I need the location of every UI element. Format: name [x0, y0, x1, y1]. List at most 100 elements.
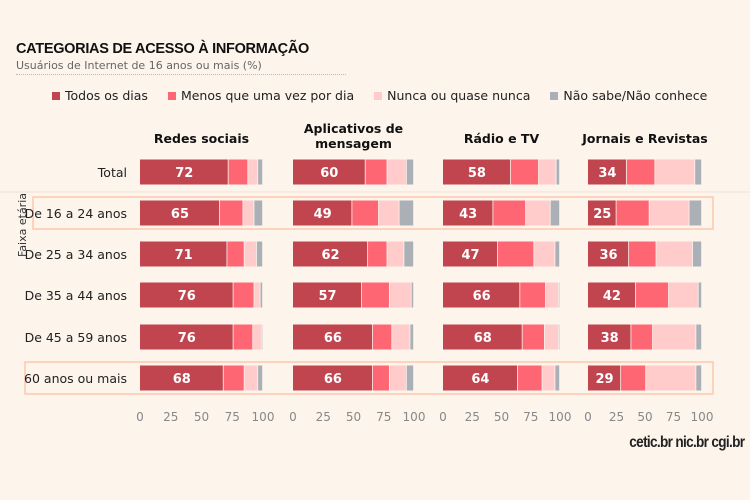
bar-segment — [368, 241, 387, 267]
x-tick-label: 75 — [376, 410, 391, 424]
bar-segment — [140, 159, 228, 185]
bar-segment — [361, 282, 389, 308]
data-label: 65 — [171, 207, 189, 222]
row-label: De 25 a 34 anos — [25, 247, 127, 262]
panel-title: mensagem — [315, 136, 392, 151]
bar-segment — [244, 365, 258, 391]
x-tick-label: 0 — [584, 410, 592, 424]
data-label: 36 — [599, 248, 617, 263]
bar-segment — [443, 282, 520, 308]
bar-segment — [227, 241, 244, 267]
bar-segment — [538, 159, 556, 185]
bar-segment — [228, 159, 248, 185]
row-label: De 45 a 59 anos — [25, 330, 127, 345]
x-tick-label: 0 — [289, 410, 297, 424]
bar-segment — [545, 282, 559, 308]
bar-segment — [140, 200, 220, 226]
panel-title: Aplicativos de — [304, 121, 403, 136]
bar-segment — [629, 241, 656, 267]
bar-segment — [497, 241, 534, 267]
x-tick-label: 25 — [609, 410, 624, 424]
x-tick-label: 75 — [666, 410, 681, 424]
bar-segment — [534, 241, 555, 267]
data-label: 71 — [175, 248, 193, 263]
bar-segment — [293, 241, 368, 267]
chart-subtitle: Usuários de Internet de 16 anos ou mais … — [16, 59, 262, 72]
x-tick-label: 0 — [439, 410, 447, 424]
row-label: De 16 a 24 anos — [25, 206, 127, 221]
x-tick-label: 100 — [549, 410, 572, 424]
bar-segment — [696, 365, 702, 391]
bar-segment — [656, 241, 693, 267]
bar-segment — [365, 159, 387, 185]
panel-title: Jornais e Revistas — [581, 131, 707, 146]
bar-segment — [588, 241, 629, 267]
row-group-label: Faixa etária — [16, 193, 29, 257]
x-tick-label: 25 — [465, 410, 480, 424]
bar-segment — [626, 159, 655, 185]
bar-segment — [588, 324, 631, 350]
x-tick-label: 100 — [691, 410, 714, 424]
data-label: 64 — [471, 372, 489, 387]
data-label: 76 — [178, 331, 196, 346]
data-label: 66 — [473, 289, 491, 304]
bar-segment — [293, 159, 365, 185]
bar-segment — [223, 365, 244, 391]
x-tick-label: 25 — [316, 410, 331, 424]
data-label: 34 — [598, 166, 616, 181]
panel-title: Rádio e TV — [464, 131, 540, 146]
data-label: 66 — [324, 372, 342, 387]
bar-segment — [544, 324, 559, 350]
bar-segment — [588, 200, 616, 226]
data-label: 49 — [314, 207, 332, 222]
bar-segment — [510, 159, 539, 185]
bar-segment — [410, 324, 414, 350]
data-label: 68 — [173, 372, 191, 387]
bar-segment — [698, 282, 702, 308]
bar-segment — [256, 241, 263, 267]
bar-segment — [646, 365, 696, 391]
bar-segment — [243, 200, 254, 226]
row-label: Total — [97, 165, 127, 180]
bar-segment — [695, 159, 702, 185]
bar-segment — [588, 365, 621, 391]
bar-segment — [352, 200, 379, 226]
bar-segment — [588, 159, 626, 185]
data-label: 76 — [178, 289, 196, 304]
bar-segment — [493, 200, 526, 226]
bar-segment — [293, 324, 373, 350]
bar-segment — [558, 282, 560, 308]
bar-segment — [140, 241, 227, 267]
bar-segment — [406, 159, 414, 185]
bar-segment — [668, 282, 698, 308]
legend-label: Não sabe/Não conhece — [563, 88, 708, 103]
bar-segment — [542, 365, 555, 391]
highlight-box — [32, 196, 714, 230]
logo: cetic.br nic.br cgi.br — [628, 434, 745, 451]
x-tick-label: 100 — [403, 410, 426, 424]
bar-segment — [522, 324, 544, 350]
data-label: 25 — [593, 207, 611, 222]
data-label: 47 — [461, 248, 479, 263]
highlight-box — [24, 361, 714, 395]
bar-segment — [404, 241, 414, 267]
panel-title: Redes sociais — [154, 131, 249, 146]
row-label: De 35 a 44 anos — [25, 288, 127, 303]
x-tick-label: 50 — [637, 410, 652, 424]
bar-segment — [233, 282, 254, 308]
bar-segment — [392, 324, 410, 350]
bar-segment — [293, 282, 362, 308]
bar-segment — [411, 282, 414, 308]
bar-segment — [248, 159, 258, 185]
bar-segment — [550, 200, 560, 226]
data-label: 42 — [603, 289, 621, 304]
row-label: 60 anos ou mais — [24, 371, 127, 386]
bar-segment — [443, 200, 493, 226]
bar-segment — [387, 159, 406, 185]
data-label: 60 — [320, 166, 338, 181]
bar-segment — [696, 324, 702, 350]
legend-swatch — [52, 91, 60, 100]
x-tick-label: 50 — [194, 410, 209, 424]
legend-item-menos: Menos que uma vez por dia — [167, 88, 354, 103]
